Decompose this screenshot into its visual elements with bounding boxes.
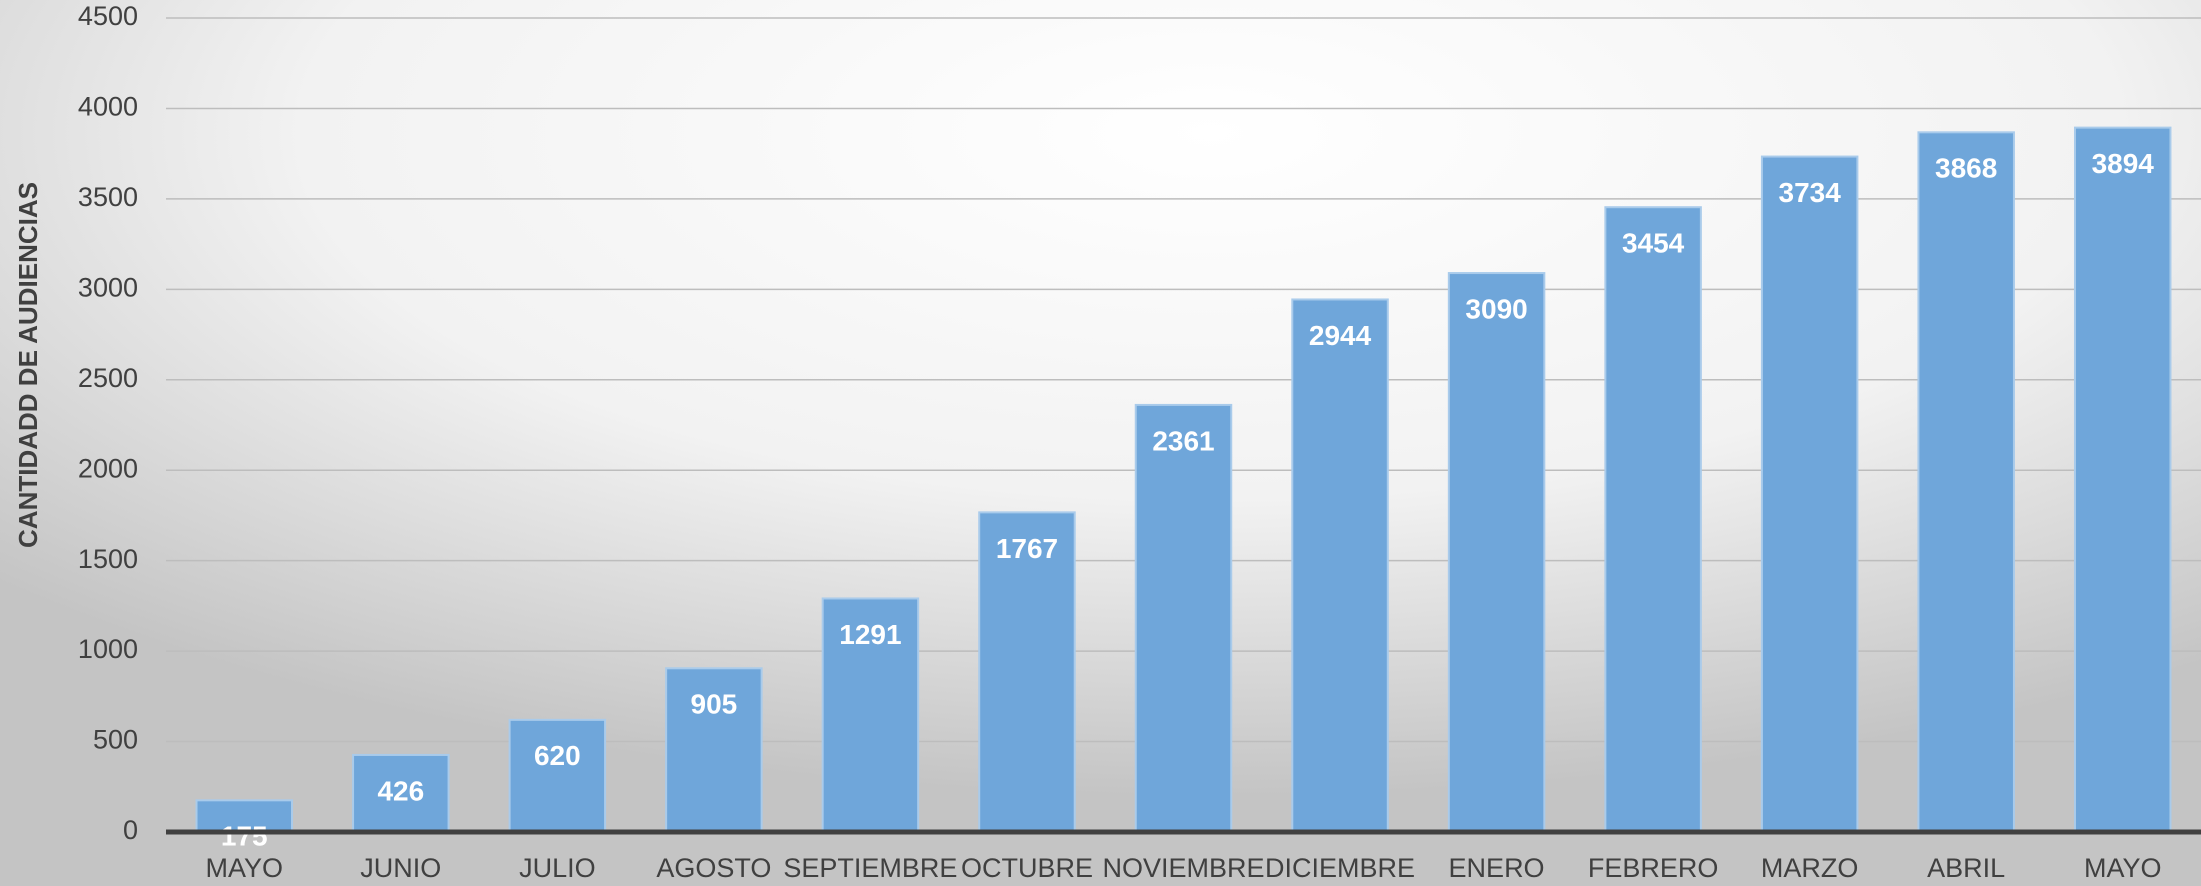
- value-label: 3734: [1779, 177, 1842, 208]
- y-axis-label: CANTIDADD DE AUDIENCIAS: [13, 182, 43, 548]
- value-label: 2361: [1152, 425, 1214, 456]
- x-tick-label: OCTUBRE: [961, 853, 1093, 883]
- x-tick-label: ENERO: [1449, 853, 1545, 883]
- bar: [1134, 403, 1233, 833]
- x-tick-label: JUNIO: [360, 853, 441, 883]
- bar: [821, 597, 920, 834]
- bar: [195, 799, 294, 833]
- y-tick-label: 1000: [78, 634, 138, 664]
- value-label: 2944: [1309, 320, 1372, 351]
- value-label: 175: [221, 821, 268, 852]
- x-tick-label: ABRIL: [1927, 853, 2005, 883]
- y-tick-label: 3000: [78, 272, 138, 302]
- bar: [352, 753, 450, 834]
- value-label: 3868: [1935, 153, 1997, 184]
- x-tick-label: MARZO: [1761, 853, 1859, 883]
- x-tick-label: MAYO: [2084, 853, 2162, 883]
- bar: [508, 718, 607, 833]
- value-label: 426: [377, 775, 424, 806]
- x-tick-label: AGOSTO: [656, 853, 771, 883]
- y-tick-label: 4000: [78, 92, 138, 122]
- x-tick-label: JULIO: [519, 853, 596, 883]
- y-tick-label: 500: [93, 725, 138, 755]
- value-label: 3090: [1465, 293, 1527, 324]
- x-tick-label: SEPTIEMBRE: [783, 853, 957, 883]
- y-tick-label: 1500: [78, 544, 138, 574]
- y-tick-label: 2500: [78, 363, 138, 393]
- value-label: 1291: [839, 619, 901, 650]
- y-tick-label: 0: [123, 815, 138, 845]
- y-tick-label: 4500: [78, 1, 138, 31]
- bar: [978, 511, 1076, 833]
- bar: [1447, 272, 1546, 833]
- value-label: 3454: [1622, 228, 1685, 259]
- x-tick-label: FEBRERO: [1588, 853, 1719, 883]
- bar: [1917, 131, 2015, 833]
- bar: [1291, 298, 1389, 833]
- value-label: 620: [534, 740, 581, 771]
- value-label: 1767: [996, 533, 1058, 564]
- value-label: 905: [691, 689, 738, 720]
- y-tick-label: 2000: [78, 453, 138, 483]
- y-tick-label: 3500: [78, 182, 138, 212]
- x-tick-label: DICIEMBRE: [1265, 853, 1415, 883]
- x-tick-label: MAYO: [206, 853, 284, 883]
- x-tick-label: NOVIEMBRE: [1102, 853, 1264, 883]
- bar: [2073, 126, 2172, 834]
- bar: [1604, 206, 1702, 833]
- value-label: 3894: [2092, 148, 2155, 179]
- bar: [1760, 155, 1859, 833]
